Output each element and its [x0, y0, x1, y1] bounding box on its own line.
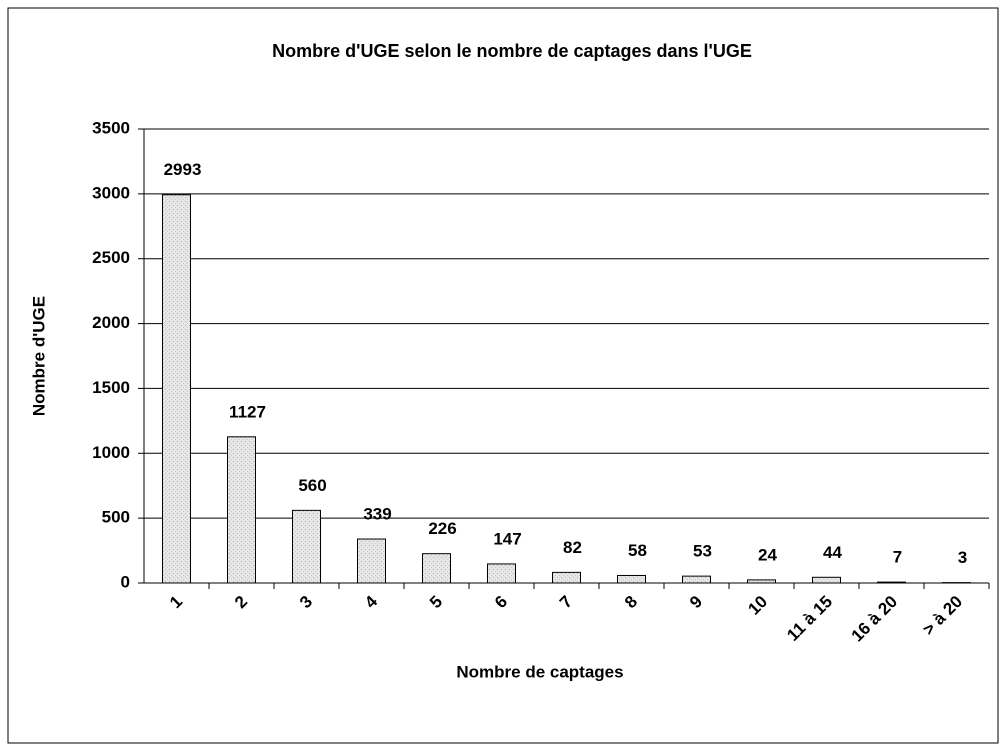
value-label: 58: [628, 541, 647, 560]
bar: [617, 574, 646, 584]
bar: [812, 576, 841, 584]
bar: [682, 575, 711, 584]
y-axis-title: Nombre d'UGE: [29, 296, 48, 416]
y-tick-label: 2500: [92, 248, 130, 267]
chart-title: Nombre d'UGE selon le nombre de captages…: [272, 41, 752, 61]
value-label: 24: [758, 545, 777, 564]
value-label: 7: [893, 548, 902, 567]
value-label: 3: [958, 548, 967, 567]
y-tick-label: 1000: [92, 443, 130, 462]
bar: [292, 509, 321, 584]
value-label: 82: [563, 538, 582, 557]
value-label: 226: [428, 519, 456, 538]
bar: [227, 436, 256, 584]
bar: [552, 571, 581, 584]
bar: [357, 538, 386, 584]
bar: [162, 194, 191, 584]
y-tick-label: 2000: [92, 313, 130, 332]
y-tick-label: 3000: [92, 183, 130, 202]
value-label: 53: [693, 542, 712, 561]
value-label: 560: [298, 476, 326, 495]
bar: [422, 553, 451, 584]
y-tick-label: 0: [121, 572, 130, 591]
value-label: 2993: [164, 160, 202, 179]
bar: [487, 563, 516, 584]
value-label: 1127: [229, 402, 266, 421]
y-tick-label: 3500: [92, 118, 130, 137]
x-axis-title: Nombre de captages: [456, 662, 623, 681]
y-tick-label: 500: [102, 508, 130, 527]
value-label: 147: [493, 529, 521, 548]
y-tick-label: 1500: [92, 378, 130, 397]
value-label: 44: [823, 543, 842, 562]
value-label: 339: [363, 505, 391, 524]
